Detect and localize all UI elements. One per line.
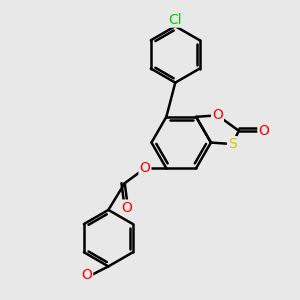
Text: O: O: [81, 268, 92, 282]
Text: O: O: [258, 124, 269, 138]
Text: S: S: [228, 137, 237, 151]
Text: O: O: [140, 161, 150, 175]
Text: O: O: [212, 108, 223, 122]
Text: O: O: [122, 200, 133, 214]
Text: Cl: Cl: [169, 13, 182, 27]
